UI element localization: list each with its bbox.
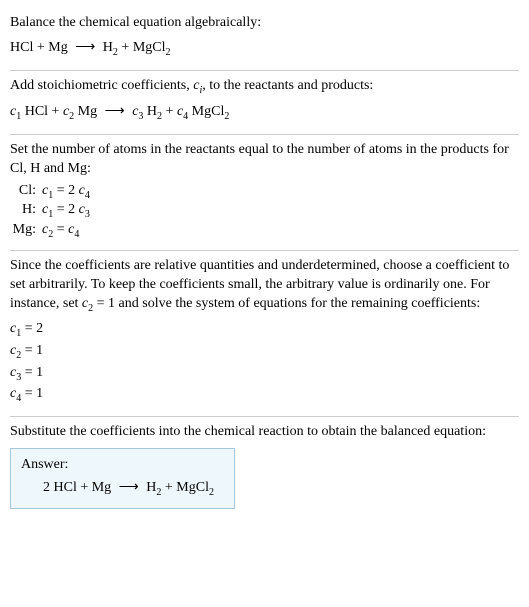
sol-c1: c1 = 2 (10, 319, 519, 341)
eq-plus: + (33, 40, 48, 55)
sol-c3: c3 = 1 (10, 363, 519, 385)
constraints-grid: Cl: c1 = 2 c4 H: c1 = 2 c3 Mg: c2 = c4 (12, 183, 519, 240)
arrow-icon: ⟶ (105, 104, 125, 119)
r3eq: = (53, 222, 68, 237)
t2: Mg (74, 104, 100, 119)
solutions-list: c1 = 2 c2 = 1 c3 = 1 c4 = 1 (10, 319, 519, 406)
s2v: = 1 (21, 343, 43, 358)
eq-rhs-plus: + (118, 40, 133, 55)
row-cl-label: Cl: (12, 183, 42, 201)
section-answer: Substitute the coefficients into the che… (10, 417, 519, 519)
section-coefficients: Add stoichiometric coefficients, ci, to … (10, 71, 519, 134)
eq-lhs2: Mg (48, 40, 67, 55)
arrow-icon: ⟶ (119, 480, 139, 495)
coeff-equation: c1 HCl + c2 Mg ⟶ c3 H2 + c4 MgCl2 (10, 101, 519, 124)
constraints-intro: Set the number of atoms in the reactants… (10, 141, 519, 179)
r3c2n: 4 (74, 229, 79, 240)
ans-rhs1: H (143, 480, 157, 495)
section-problem: Balance the chemical equation algebraica… (10, 8, 519, 70)
s4v: = 1 (21, 386, 43, 401)
sol-c4: c4 = 1 (10, 384, 519, 406)
coeff-intro-2: , to the reactants and products: (202, 78, 373, 93)
r1c2n: 4 (85, 189, 90, 200)
r2eq: = 2 (53, 202, 78, 217)
coeff-intro-1: Add stoichiometric coefficients, (10, 78, 193, 93)
row-mg-label: Mg: (12, 222, 42, 240)
eq-rhs2: MgCl (133, 40, 166, 55)
problem-equation: HCl + Mg ⟶ H2 + MgCl2 (10, 37, 519, 60)
r1eq: = 2 (53, 183, 78, 198)
eq-rhs2-sub: 2 (166, 47, 171, 58)
row-cl-eq: c1 = 2 c4 (42, 183, 519, 201)
solve-intro: Since the coefficients are relative quan… (10, 257, 519, 315)
solve-intro-2: and solve the system of equations for th… (115, 296, 480, 311)
answer-box: Answer: 2 HCl + Mg ⟶ H2 + MgCl2 (10, 448, 235, 509)
row-h-label: H: (12, 202, 42, 220)
r2c2n: 3 (85, 209, 90, 220)
section-solve: Since the coefficients are relative quan… (10, 251, 519, 416)
problem-intro: Balance the chemical equation algebraica… (10, 14, 519, 33)
t3b: + (162, 104, 177, 119)
eq-lhs1: HCl (10, 40, 33, 55)
t4sub: 2 (224, 111, 229, 122)
cset-eq: = 1 (93, 296, 115, 311)
ans-rhs-plus: + (161, 480, 176, 495)
ans-rhs2: MgCl (176, 480, 209, 495)
row-h-eq: c1 = 2 c3 (42, 202, 519, 220)
answer-label: Answer: (21, 457, 224, 473)
coeff-intro: Add stoichiometric coefficients, ci, to … (10, 77, 519, 97)
answer-intro: Substitute the coefficients into the che… (10, 423, 519, 442)
row-mg-eq: c2 = c4 (42, 222, 519, 240)
section-constraints: Set the number of atoms in the reactants… (10, 135, 519, 250)
sol-c2: c2 = 1 (10, 341, 519, 363)
s1v: = 2 (21, 321, 43, 336)
answer-equation: 2 HCl + Mg ⟶ H2 + MgCl2 (21, 479, 224, 498)
ans-lhs: 2 HCl + Mg (43, 480, 115, 495)
arrow-icon: ⟶ (75, 40, 95, 55)
t4a: MgCl (188, 104, 224, 119)
eq-rhs1: H (103, 40, 113, 55)
t1: HCl + (21, 104, 63, 119)
ans-rhs2-sub: 2 (209, 487, 214, 498)
t3a: H (143, 104, 157, 119)
s3v: = 1 (21, 365, 43, 380)
